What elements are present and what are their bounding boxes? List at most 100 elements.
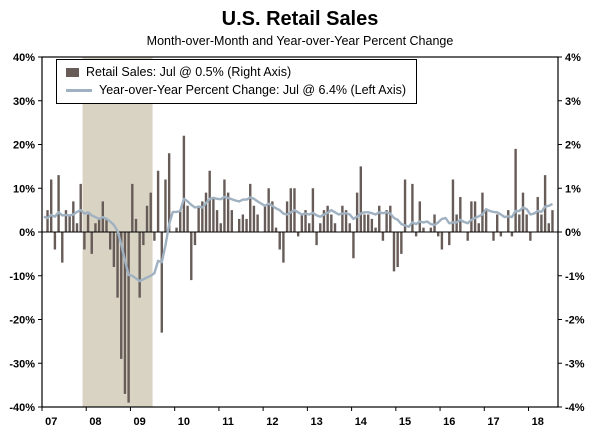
retail-sales-bar [429, 227, 433, 233]
retail-sales-bar [212, 197, 215, 232]
retail-sales-bar [223, 179, 226, 232]
retail-sales-bar [193, 232, 197, 246]
retail-sales-bar [366, 214, 370, 232]
retail-sales-bar [156, 170, 160, 232]
retail-sales-bar [466, 232, 469, 241]
retail-sales-bar [241, 214, 245, 232]
retail-sales-bar [278, 232, 281, 250]
legend-item-retail-sales: Retail Sales: Jul @ 0.5% (Right Axis) [66, 65, 406, 79]
retail-sales-bar [370, 218, 374, 233]
x-axis-label: 11 [222, 416, 234, 428]
retail-sales-bar [322, 210, 326, 233]
retail-sales-bar [53, 232, 57, 250]
retail-sales-bar [525, 214, 528, 232]
retail-sales-bar [263, 205, 267, 232]
retail-sales-bar [333, 223, 337, 232]
retail-sales-bar [50, 179, 53, 232]
left-axis-label: -10% [9, 271, 35, 283]
retail-sales-bar [359, 166, 363, 233]
retail-sales-bar [344, 210, 348, 233]
retail-sales-bar [437, 232, 440, 237]
chart-title: U.S. Retail Sales [221, 8, 379, 30]
retail-sales-bar [392, 232, 396, 272]
bar-series-swatch-icon [66, 67, 79, 77]
retail-sales-bar [271, 201, 274, 233]
retail-sales-bar [72, 201, 75, 233]
retail-sales-bar [175, 227, 178, 233]
left-axis-label: 0% [19, 227, 35, 239]
retail-sales-bar [521, 192, 525, 233]
retail-sales-bar [186, 205, 189, 232]
retail-sales-bar [230, 210, 234, 233]
retail-sales-bar [68, 214, 71, 232]
retail-sales-bar [514, 148, 517, 233]
retail-sales-bar [389, 205, 392, 232]
retail-sales-bar [282, 232, 285, 263]
retail-sales-bar [543, 175, 547, 232]
retail-sales-bar [536, 197, 539, 232]
x-axis-label: 16 [443, 416, 455, 428]
x-axis-label: 07 [45, 416, 57, 428]
retail-sales-bar [237, 218, 241, 233]
retail-sales-bar [46, 210, 49, 233]
retail-sales-bar [149, 192, 152, 233]
retail-sales-bar [160, 232, 163, 333]
retail-sales-bar [304, 210, 307, 233]
retail-sales-bar [190, 232, 193, 281]
retail-sales-bar [510, 232, 514, 237]
retail-sales-bar [108, 232, 112, 250]
retail-sales-bar [300, 214, 304, 232]
retail-sales-bar [105, 218, 108, 233]
retail-sales-bar [226, 192, 230, 233]
retail-sales-bar [90, 232, 93, 254]
retail-sales-bar [518, 214, 521, 232]
retail-sales-bar [540, 214, 543, 232]
retail-sales-bar [252, 205, 256, 232]
retail-sales-bar [352, 232, 355, 259]
retail-sales-bar [529, 232, 532, 241]
retail-sales-bar [127, 232, 130, 403]
retail-sales-bar [381, 232, 385, 241]
retail-sales-bar [64, 210, 68, 233]
retail-sales-bar [330, 214, 333, 232]
retail-sales-bar [448, 232, 451, 246]
retail-sales-bar [311, 188, 315, 232]
retail-sales-chart: 40% 30% 20% 10% 0% -10% -20% -30% -40% 4% 3% 2% 1% 0%… [9, 52, 585, 428]
right-axis-label: 1% [565, 183, 581, 195]
retail-sales-bar [341, 205, 344, 232]
chart-area: 40% 30% 20% 10% 0% -10% -20% -30% -40% 4% 3% 2% 1% 0%… [0, 49, 600, 447]
chart-subtitle: Month-over-Month and Year-over-Year Perc… [146, 34, 454, 48]
retail-sales-bar [197, 205, 200, 232]
retail-sales-bar [411, 183, 414, 233]
x-axis-label: 15 [399, 416, 411, 428]
retail-sales-bar [378, 205, 381, 232]
retail-sales-bar [440, 232, 444, 250]
retail-sales-bar [459, 197, 462, 232]
retail-sales-bar [153, 232, 156, 241]
left-axis-label: 30% [13, 96, 35, 108]
retail-sales-bar [308, 223, 311, 232]
retail-sales-bar [145, 205, 149, 232]
retail-sales-bar [75, 223, 79, 232]
retail-sales-bar [245, 218, 248, 233]
left-axis-label: -20% [9, 315, 35, 327]
retail-sales-bar [363, 214, 366, 232]
right-axis-label: -2% [565, 315, 585, 327]
left-axis-label: 40% [13, 52, 35, 64]
retail-sales-bar [123, 232, 127, 394]
line-series-swatch-icon [66, 88, 92, 92]
retail-sales-bar [400, 232, 403, 254]
x-axis-label: 08 [89, 416, 101, 428]
retail-sales-bar [547, 223, 550, 232]
retail-sales-bar [97, 218, 101, 233]
retail-sales-bar [285, 201, 289, 233]
retail-sales-bar [61, 232, 64, 263]
x-axis-label: 09 [134, 416, 146, 428]
x-axis-label: 18 [532, 416, 544, 428]
retail-sales-bar [396, 232, 399, 267]
legend-label-retail-sales: Retail Sales: Jul @ 0.5% (Right Axis) [86, 65, 292, 79]
retail-sales-bar [116, 232, 119, 298]
retail-sales-bar [131, 183, 134, 233]
retail-sales-bar [492, 232, 495, 241]
retail-sales-bar [296, 232, 300, 237]
